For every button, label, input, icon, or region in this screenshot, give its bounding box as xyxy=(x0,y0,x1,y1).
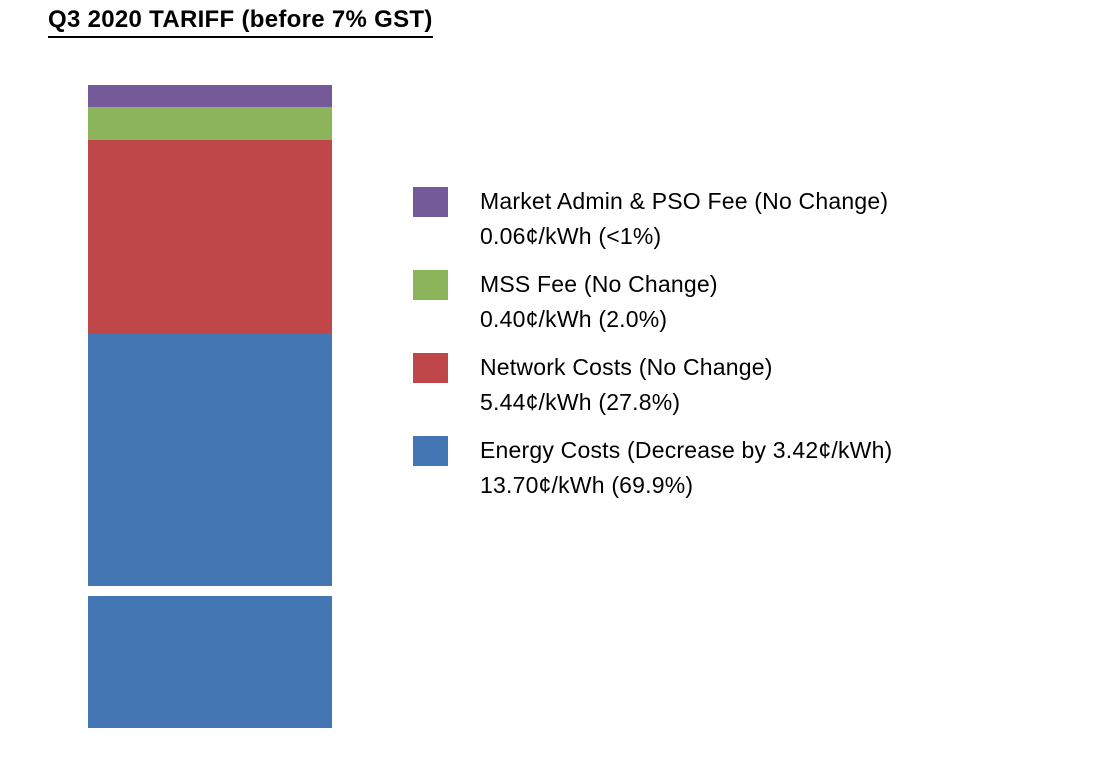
page-title: Q3 2020 TARIFF (before 7% GST) xyxy=(48,6,433,38)
legend-swatch-mss-fee-icon xyxy=(413,270,448,300)
legend-value-network-costs: 5.44¢/kWh (27.8%) xyxy=(480,389,681,415)
bar-segment-mss xyxy=(88,107,332,140)
bar-segment-background xyxy=(88,586,332,596)
legend-value-market-admin: 0.06¢/kWh (<1%) xyxy=(480,223,662,249)
legend-swatch-market-admin-icon xyxy=(413,187,448,217)
legend-value-energy-costs: 13.70¢/kWh (69.9%) xyxy=(480,472,694,498)
legend-swatch-network-costs-icon xyxy=(413,353,448,383)
legend-swatch-energy-costs-icon xyxy=(413,436,448,466)
legend-label-network-costs: Network Costs (No Change) xyxy=(480,354,773,380)
legend-item-energy-costs: Energy Costs (Decrease by 3.42¢/kWh) 13.… xyxy=(413,433,892,503)
bar-segment-network xyxy=(88,140,332,333)
legend-item-network-costs: Network Costs (No Change) 5.44¢/kWh (27.… xyxy=(413,350,892,420)
bar-segment-market-admin xyxy=(88,85,332,107)
legend-label-market-admin: Market Admin & PSO Fee (No Change) xyxy=(480,188,889,214)
bar-segment-energy xyxy=(88,596,332,728)
legend-item-market-admin: Market Admin & PSO Fee (No Change) 0.06¢… xyxy=(413,184,892,254)
legend-value-mss-fee: 0.40¢/kWh (2.0%) xyxy=(480,306,668,332)
legend-label-mss-fee: MSS Fee (No Change) xyxy=(480,271,718,297)
legend-label-energy-costs: Energy Costs (Decrease by 3.42¢/kWh) xyxy=(480,437,893,463)
legend: Market Admin & PSO Fee (No Change) 0.06¢… xyxy=(413,184,892,516)
bar-segment-energy xyxy=(88,333,332,586)
legend-item-mss-fee: MSS Fee (No Change) 0.40¢/kWh (2.0%) xyxy=(413,267,892,337)
stacked-bar xyxy=(88,85,332,728)
